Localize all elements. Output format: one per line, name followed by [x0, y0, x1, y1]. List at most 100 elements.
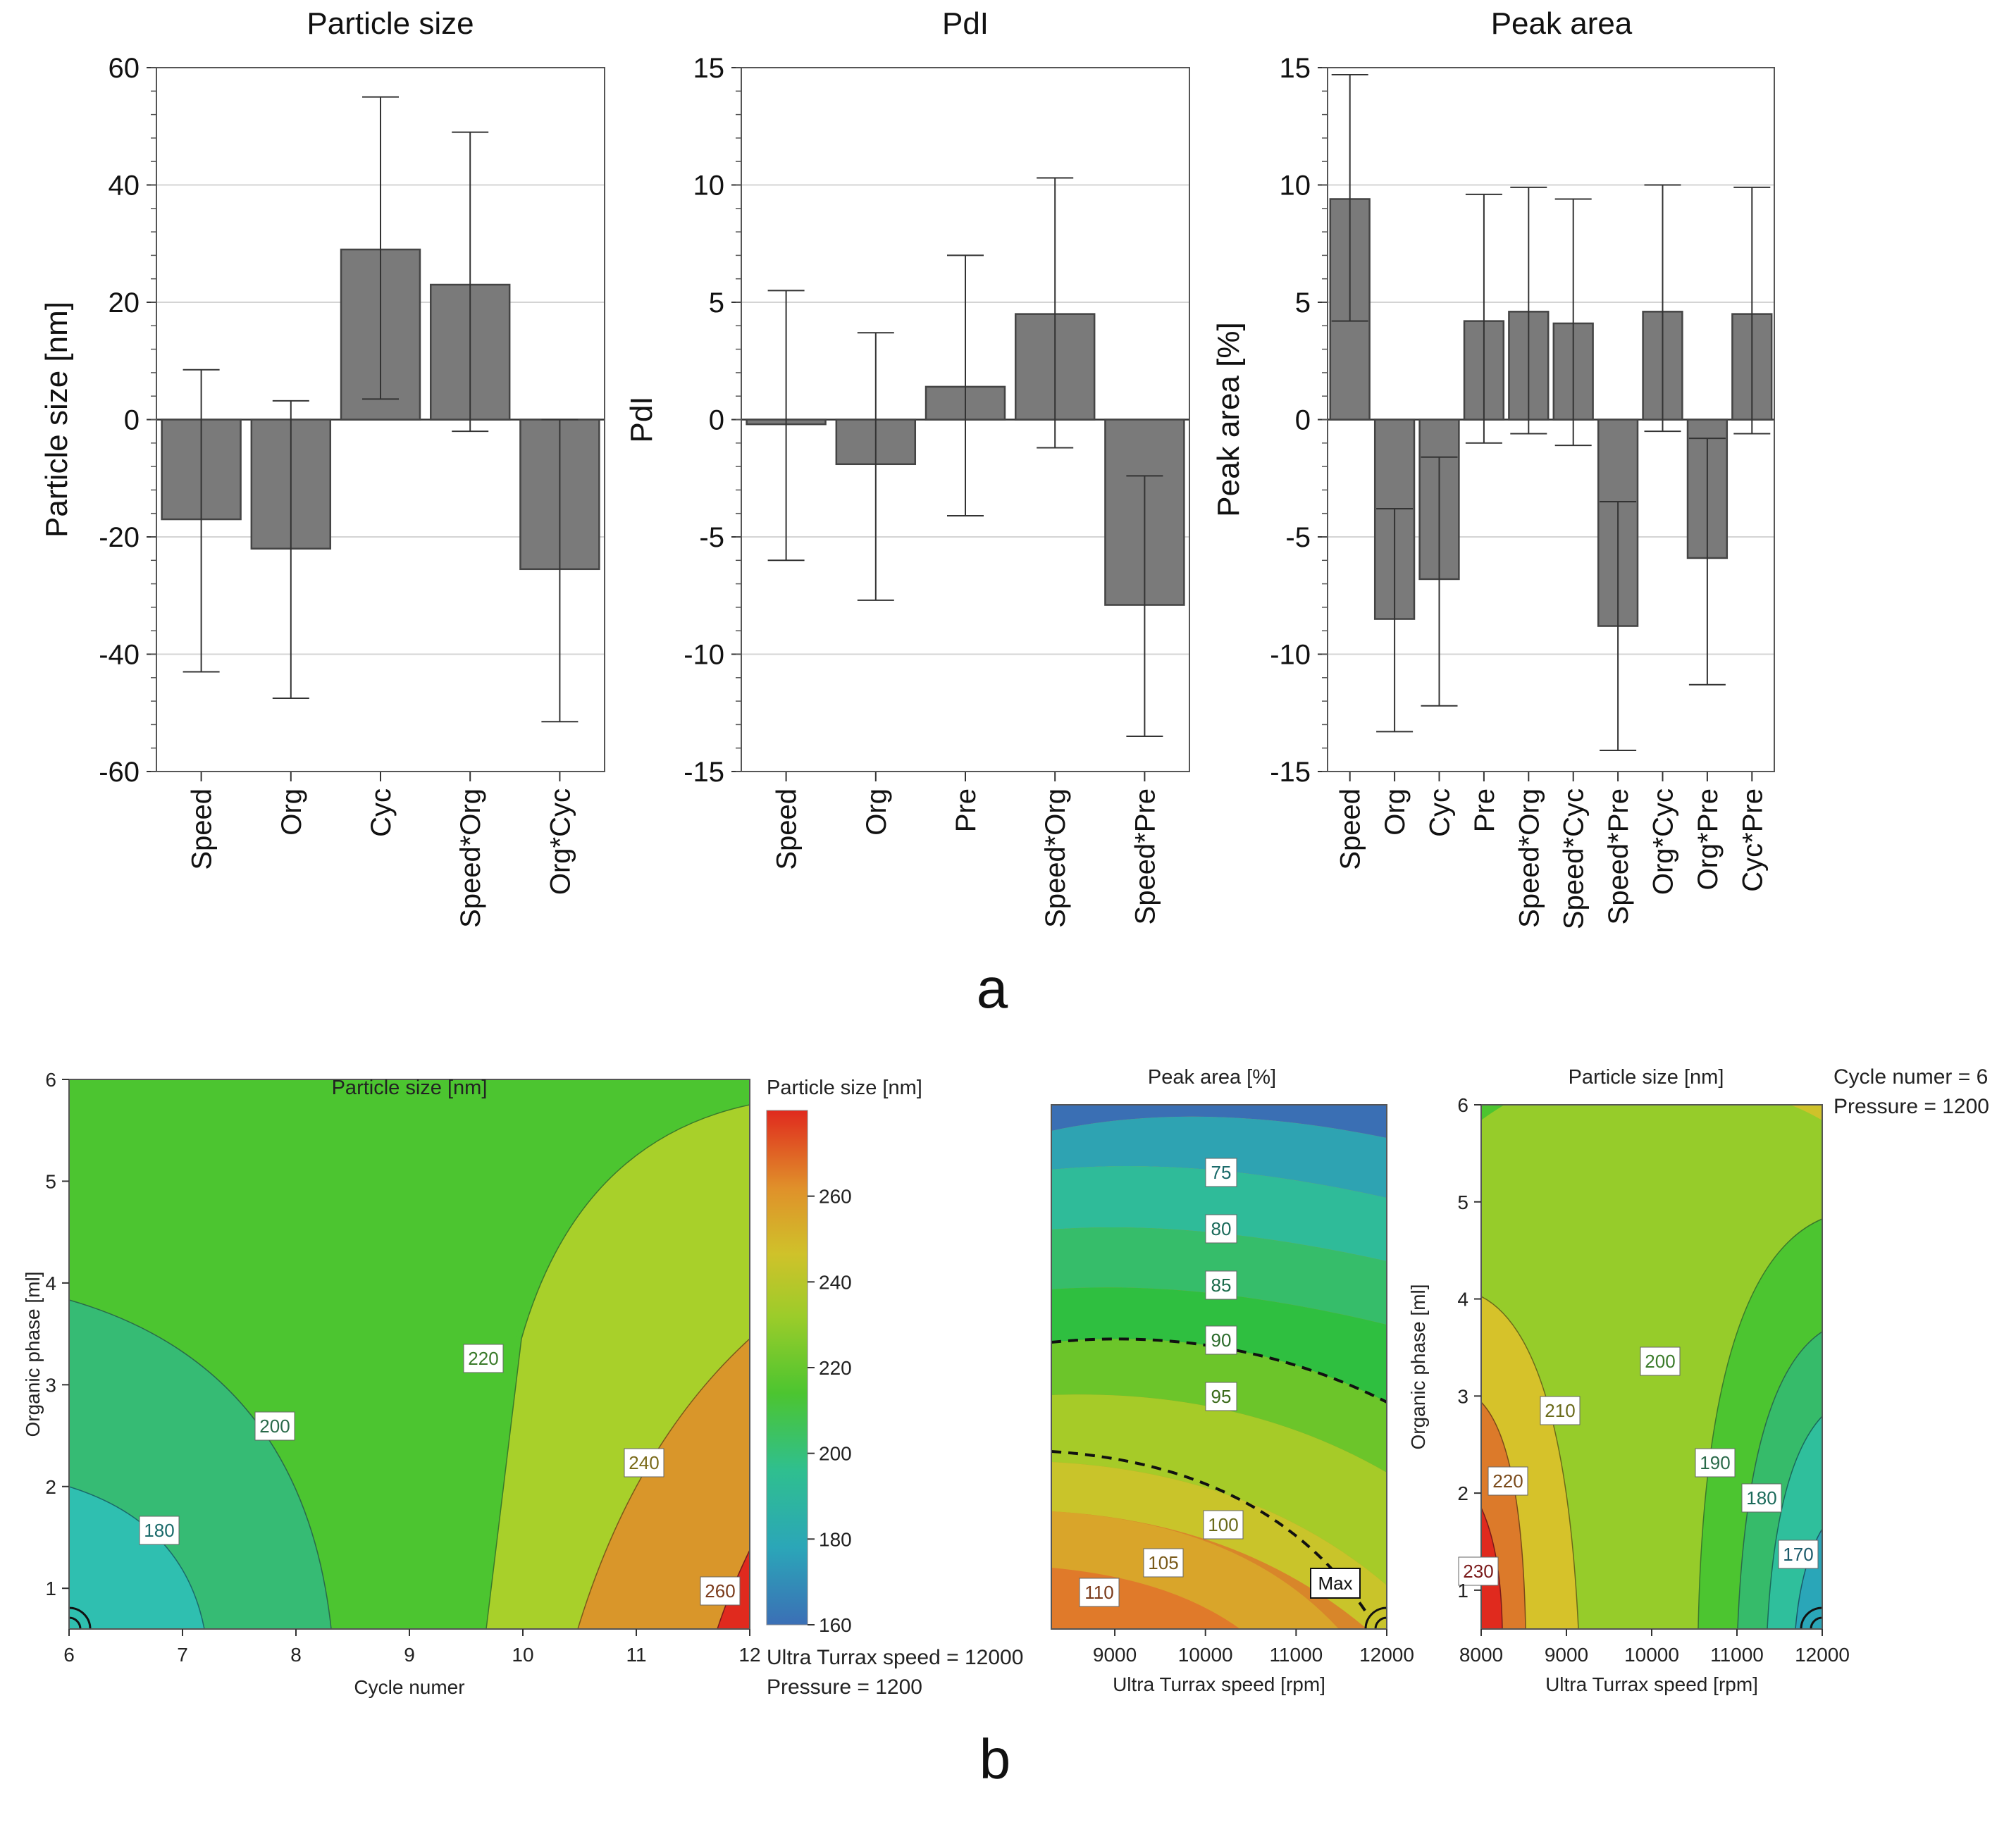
y-tick-label: 4 [45, 1272, 56, 1294]
x-tick-label: Pre [1469, 788, 1500, 832]
x-tick-label: Speed [1335, 788, 1366, 870]
colorbar-tick-label: 180 [819, 1528, 852, 1550]
y-tick-label: 40 [109, 171, 140, 202]
x-tick-label: 11000 [1269, 1644, 1323, 1666]
x-tick-label: 8000 [1459, 1644, 1503, 1666]
y-tick-label: -15 [684, 757, 724, 788]
y-axis-label: PdI [624, 396, 659, 442]
x-tick-label: Org*Pre [1693, 788, 1724, 891]
x-tick-label: 12000 [1795, 1644, 1850, 1666]
chart-title: Particle size [307, 6, 474, 41]
colorbar: Particle size [nm] 260 240 220 200 180 160 Ul… [766, 1077, 1023, 1699]
x-tick-label: Cyc [1425, 788, 1456, 837]
x-tick-label: 11000 [1710, 1644, 1764, 1666]
x-tick-label: Org [276, 788, 307, 836]
x-tick-label: 8 [290, 1644, 302, 1666]
y-tick-label: -10 [1270, 640, 1311, 671]
contour-label: 180 [1746, 1487, 1776, 1509]
x-tick-label: 12 [738, 1644, 760, 1666]
y-tick-label: -15 [1270, 757, 1311, 788]
y-tick-label: 0 [709, 405, 724, 436]
contour-label: 180 [144, 1520, 174, 1541]
plot-frame [156, 67, 605, 772]
y-tick-label: -5 [1285, 522, 1311, 553]
y-tick-label: 15 [1280, 53, 1311, 84]
contour-labels: 75 80 85 90 95 100 105 110 Max [1079, 1158, 1361, 1607]
y-tick-label: -60 [99, 757, 140, 788]
chart-title: Peak area [1491, 6, 1633, 41]
y-tick-label: 5 [1295, 287, 1311, 318]
contour-label: 90 [1211, 1330, 1232, 1351]
y-tick-label: 20 [109, 287, 140, 318]
contour-labels: 180 200 220 240 260 [139, 1344, 741, 1606]
contour1-title: Particle size [nm] [332, 1077, 488, 1099]
contour-label: 100 [1208, 1514, 1238, 1535]
contour-label: 240 [629, 1452, 659, 1473]
y-tick-label: 10 [1280, 171, 1311, 202]
colorbar-tick-label: 160 [819, 1614, 852, 1636]
x-tick-label: Speed*Cyc [1559, 788, 1590, 929]
colorbar-tick-label: 220 [819, 1357, 852, 1379]
y-tick-label: 5 [709, 287, 724, 318]
x-tick-label: 9000 [1093, 1644, 1137, 1666]
x-tick-label: 10000 [1178, 1644, 1233, 1666]
y-tick-label: 5 [1457, 1191, 1468, 1213]
contour2-xlabel: Ultra Turrax speed [rpm] [1113, 1673, 1325, 1695]
contour1-xlabel: Cycle numer [354, 1676, 464, 1698]
x-tick-label: Org*Cyc [1648, 788, 1679, 895]
y-tick-label: 3 [45, 1374, 56, 1396]
x-tick-label: 7 [177, 1644, 188, 1666]
y-axis-label: Peak area [%] [1211, 322, 1246, 516]
contour-label: 260 [705, 1580, 735, 1602]
fixed-note: Pressure = 1200 [767, 1676, 922, 1699]
contour-label: 200 [259, 1416, 290, 1437]
contour-plot-particle-size-cycle: 180 200 220 240 260 Particle size [nm] C… [22, 1069, 761, 1698]
y-tick-label: 1 [1457, 1580, 1468, 1602]
contour-label: 105 [1148, 1552, 1178, 1573]
y-tick-label: 15 [693, 53, 725, 84]
contour-label: 170 [1783, 1544, 1813, 1565]
x-tick-label: Speed*Org [455, 788, 486, 928]
contour2-title: Peak area [%] [1148, 1066, 1276, 1089]
contour-plot-peak-area: 75 80 85 90 95 100 105 110 Max Peak area… [1051, 1066, 1414, 1695]
contour-labels: 170 180 190 200 210 220 230 [1458, 1346, 1819, 1586]
contour3-title: Particle size [nm] [1569, 1066, 1724, 1089]
contour-label: 80 [1211, 1218, 1232, 1239]
panel-label-a: a [977, 957, 1008, 1020]
x-tick-label: 11 [626, 1644, 646, 1666]
colorbar-tick-label: 200 [819, 1443, 852, 1465]
chart-title: PdI [942, 6, 989, 41]
x-tick-label: Org [861, 788, 892, 836]
x-tick-label: 12000 [1359, 1644, 1414, 1666]
max-annotation: Max [1318, 1573, 1352, 1594]
contour2-axes: 9000 10000 11000 12000 [1093, 1629, 1414, 1666]
fixed-note: Pressure = 1200 [1833, 1095, 1989, 1118]
contour-label: 220 [468, 1348, 498, 1369]
contour-label: 230 [1463, 1561, 1493, 1582]
x-tick-label: 10 [512, 1644, 533, 1666]
contour1-ylabel: Organic phase [ml] [22, 1272, 44, 1437]
x-tick-label: Speed*Pre [1130, 788, 1161, 924]
x-tick-label: 9000 [1545, 1644, 1588, 1666]
contour-label: 190 [1700, 1452, 1730, 1473]
x-tick-label: Org [1380, 788, 1411, 836]
fixed-note: Ultra Turrax speed = 12000 [767, 1646, 1023, 1669]
contour-label: 85 [1211, 1275, 1232, 1296]
x-tick-label: Speed*Pre [1603, 788, 1634, 924]
y-tick-label: 10 [693, 171, 725, 202]
contour1-axes: 6 7 8 9 10 11 12 6 5 4 3 2 1 [45, 1069, 760, 1666]
y-tick-label: 2 [45, 1476, 56, 1498]
x-tick-label: Cyc [366, 788, 397, 837]
y-tick-label: -10 [684, 640, 724, 671]
x-tick-label: Speed [187, 788, 218, 870]
colorbar-tick-label: 260 [819, 1186, 852, 1208]
y-tick-label: 0 [1295, 405, 1311, 436]
plot-frame [1327, 67, 1775, 772]
peak-area-bar-chart: 15 10 5 0 -5 -10 -15 Speed Org Cyc Pre Speed*Org Spe… [1211, 6, 1775, 929]
y-axis-label: Particle size [nm] [39, 302, 74, 538]
contour3-ylabel: Organic phase [ml] [1407, 1284, 1429, 1450]
x-tick-label: Speed*Org [1514, 788, 1545, 928]
contour-label: 110 [1084, 1582, 1113, 1603]
x-tick-label: Speed*Org [1040, 788, 1071, 928]
pdi-bar-chart: 15 10 5 0 -5 -10 -15 Speed Org Pre Speed*Org Speed*… [624, 6, 1190, 928]
